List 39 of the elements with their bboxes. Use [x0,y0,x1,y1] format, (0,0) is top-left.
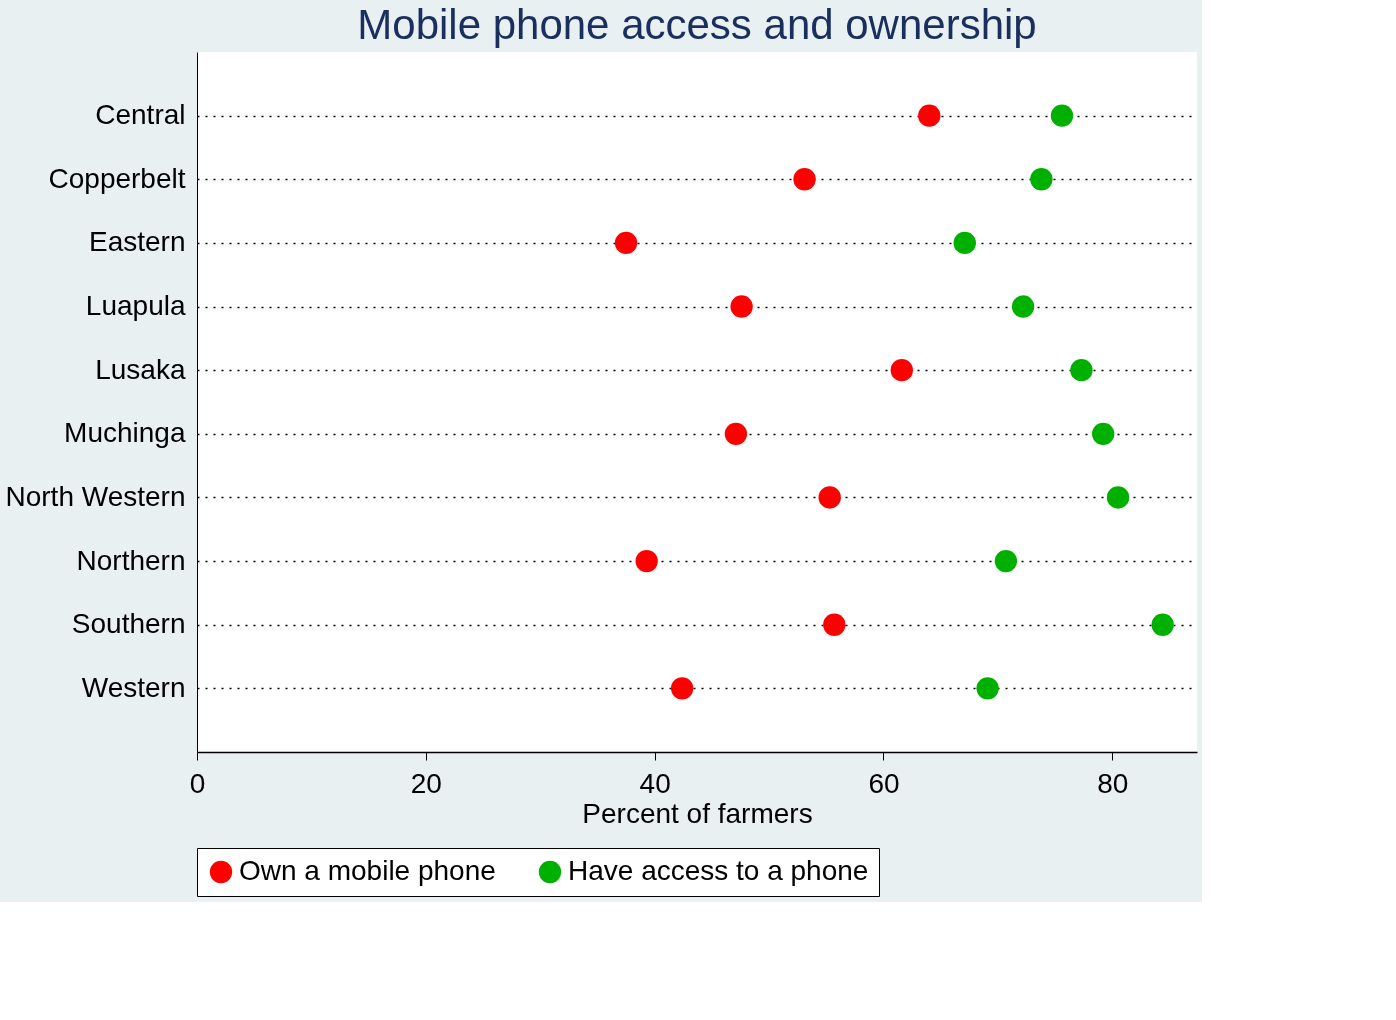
y-tick-label: Eastern [89,226,186,258]
y-tick-label: Lusaka [95,353,186,385]
point [890,359,913,382]
point [793,168,816,191]
point [918,104,941,127]
y-tick-label: Luapula [85,290,186,322]
point [724,422,748,445]
point [1030,168,1053,191]
x-tick-label: 80 [1097,767,1129,799]
point [1011,295,1035,318]
point [1106,486,1130,509]
y-tick-label: Central [95,99,186,131]
y-tick-label: North Western [5,480,186,512]
point [823,613,846,636]
legend-label: Have access to a phone [568,855,869,886]
y-tick-label: Southern [71,608,186,640]
y-tick-label: Muchinga [64,417,186,449]
point [818,486,841,509]
y-tick-label: Copperbelt [48,162,186,194]
x-tick-label: 60 [868,767,900,799]
point [614,231,638,255]
point [1050,104,1074,127]
legend-label: Own a mobile phone [239,855,496,886]
y-tick-label: Western [81,671,186,703]
point [1151,613,1174,636]
point [635,549,658,573]
x-tick-label: 20 [410,767,442,799]
point [1070,359,1093,382]
point [730,295,753,318]
x-tick-label: 40 [639,767,671,799]
point [670,677,694,700]
point [953,231,976,255]
point [1092,422,1115,445]
chart-title: Mobile phone access and ownership [357,1,1037,48]
x-axis-title: Percent of farmers [582,797,813,829]
x-tick-label: 0 [189,767,206,799]
point [976,677,999,700]
point [994,549,1018,573]
y-tick-label: Northern [76,544,186,576]
